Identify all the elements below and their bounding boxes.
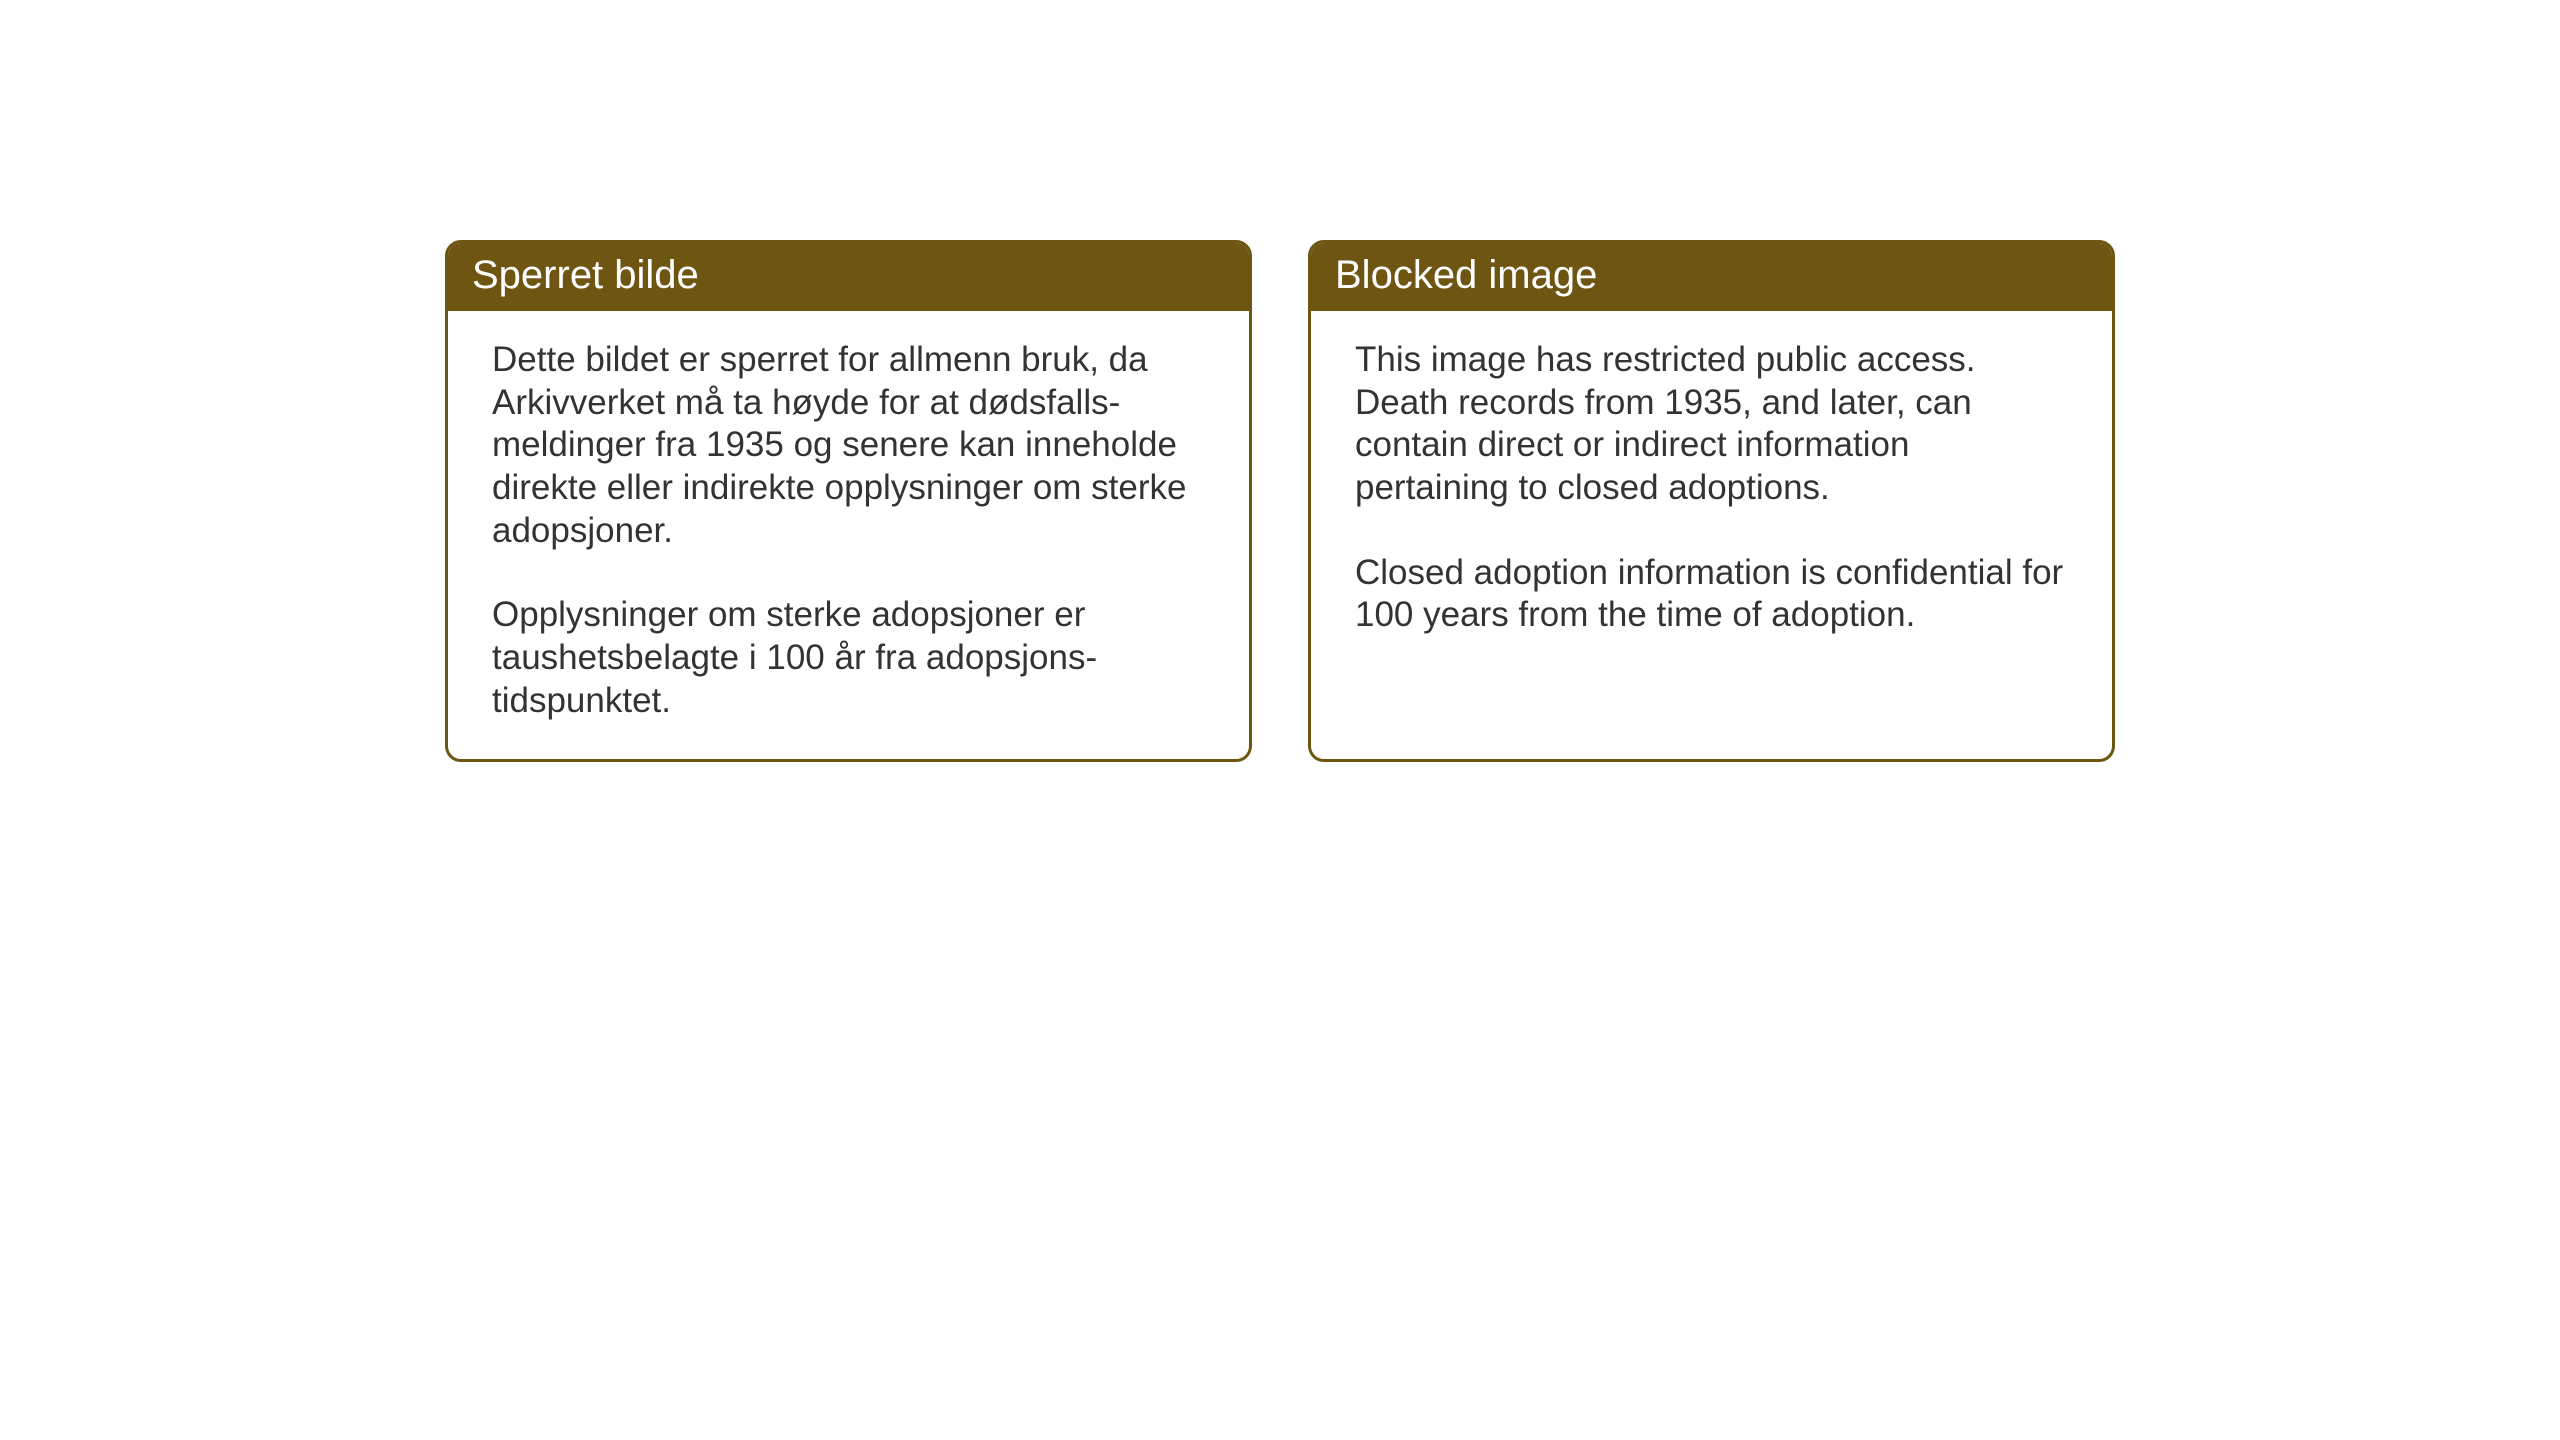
notice-title-english: Blocked image <box>1311 243 2112 311</box>
notice-container: Sperret bilde Dette bildet er sperret fo… <box>445 240 2115 762</box>
notice-paragraph: Closed adoption information is confident… <box>1355 552 2068 637</box>
notice-body-english: This image has restricted public access.… <box>1311 311 2112 759</box>
notice-title-norwegian: Sperret bilde <box>448 243 1249 311</box>
notice-paragraph: Opplysninger om sterke adopsjoner er tau… <box>492 594 1205 722</box>
notice-box-norwegian: Sperret bilde Dette bildet er sperret fo… <box>445 240 1252 762</box>
notice-box-english: Blocked image This image has restricted … <box>1308 240 2115 762</box>
notice-body-norwegian: Dette bildet er sperret for allmenn bruk… <box>448 311 1249 759</box>
notice-paragraph: Dette bildet er sperret for allmenn bruk… <box>492 339 1205 552</box>
notice-paragraph: This image has restricted public access.… <box>1355 339 2068 510</box>
